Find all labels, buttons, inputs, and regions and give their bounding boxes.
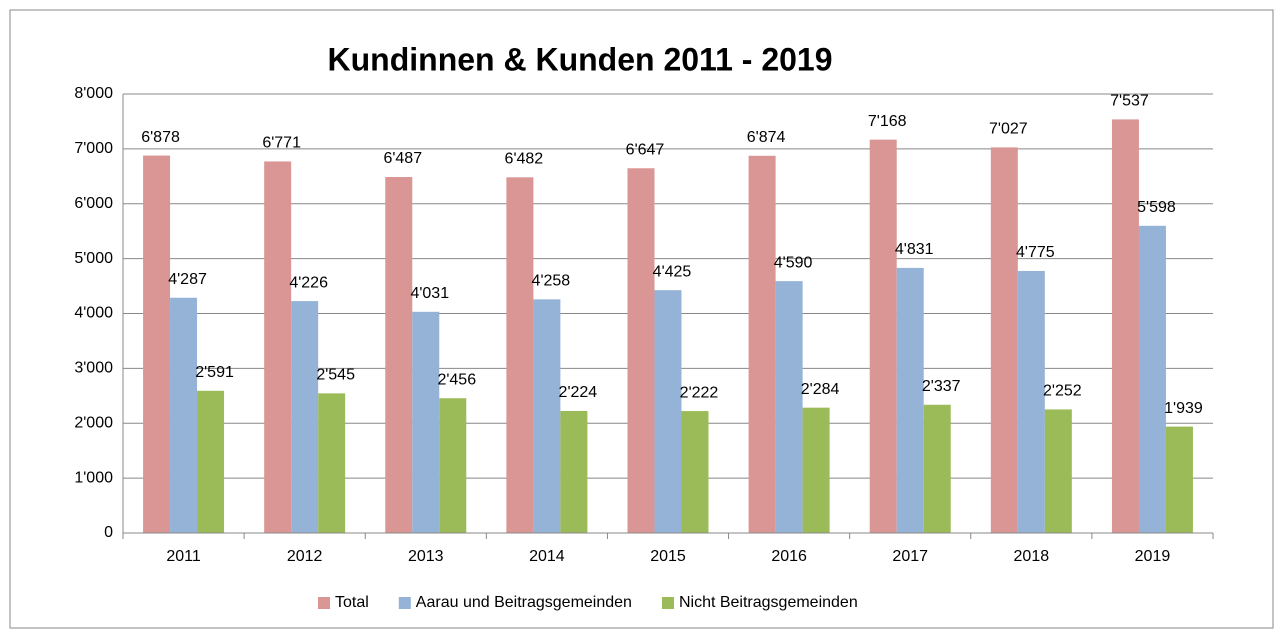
data-label: 4'775 xyxy=(1016,244,1055,261)
data-label: 2'224 xyxy=(559,384,598,401)
y-tick-label: 2'000 xyxy=(74,414,113,431)
y-tick-label: 1'000 xyxy=(74,469,113,486)
bar xyxy=(533,299,561,533)
x-tick-label: 2018 xyxy=(1014,548,1050,565)
legend-label: Aarau und Beitragsgemeinden xyxy=(416,594,632,611)
bar xyxy=(748,155,776,533)
x-tick-label: 2012 xyxy=(287,548,323,565)
y-tick-label: 8'000 xyxy=(74,85,113,102)
legend-label: Total xyxy=(335,594,369,611)
data-label: 4'031 xyxy=(410,285,449,302)
data-label: 6'878 xyxy=(141,129,180,146)
bar xyxy=(264,161,292,533)
bar xyxy=(291,301,319,533)
bar xyxy=(627,168,655,533)
data-label: 2'284 xyxy=(801,381,840,398)
y-tick-label: 5'000 xyxy=(74,250,113,267)
legend-swatch xyxy=(661,597,674,609)
y-tick-label: 3'000 xyxy=(74,360,113,377)
x-tick-label: 2013 xyxy=(408,548,444,565)
data-label: 6'487 xyxy=(383,150,422,167)
data-label: 7'537 xyxy=(1110,93,1149,110)
data-label: 2'252 xyxy=(1043,383,1082,400)
bar xyxy=(654,290,682,533)
bar xyxy=(1165,426,1193,533)
bar xyxy=(775,281,803,533)
bar xyxy=(385,177,413,533)
data-label: 4'287 xyxy=(168,271,207,288)
bar xyxy=(506,177,534,534)
y-tick-label: 6'000 xyxy=(74,195,113,212)
data-label: 7'168 xyxy=(868,113,907,130)
bar xyxy=(143,155,171,533)
data-label: 2'222 xyxy=(680,384,719,401)
x-tick-label: 2017 xyxy=(892,548,928,565)
data-label: 6'647 xyxy=(626,141,665,158)
bar xyxy=(1111,119,1139,533)
data-label: 4'831 xyxy=(895,241,934,258)
x-tick-label: 2019 xyxy=(1135,548,1171,565)
legend-swatch xyxy=(398,597,411,609)
bar xyxy=(869,139,897,533)
x-tick-label: 2016 xyxy=(771,548,807,565)
data-label: 2'591 xyxy=(195,364,234,381)
x-tick-label: 2014 xyxy=(529,548,565,565)
x-tick-label: 2011 xyxy=(166,548,201,565)
bar xyxy=(896,267,924,533)
y-tick-label: 7'000 xyxy=(74,140,113,157)
data-label: 2'545 xyxy=(316,367,355,384)
data-label: 4'425 xyxy=(653,263,692,280)
data-label: 4'590 xyxy=(774,254,813,271)
data-label: 6'482 xyxy=(505,151,544,168)
chart-title: Kundinnen & Kunden 2011 - 2019 xyxy=(328,41,833,77)
bar xyxy=(560,410,588,533)
bar xyxy=(170,297,198,533)
bar xyxy=(412,311,440,533)
y-tick-label: 4'000 xyxy=(74,305,113,322)
data-label: 2'456 xyxy=(437,371,476,388)
data-label: 7'027 xyxy=(989,121,1028,138)
x-tick-label: 2015 xyxy=(650,548,686,565)
bar xyxy=(1017,270,1045,533)
bar xyxy=(1044,409,1072,533)
legend-label: Nicht Beitragsgemeinden xyxy=(679,594,858,611)
y-tick-label: 0 xyxy=(104,524,113,541)
data-label: 1'939 xyxy=(1164,400,1203,417)
bar xyxy=(681,411,709,533)
data-label: 2'337 xyxy=(922,378,961,395)
bar xyxy=(197,390,225,533)
data-label: 4'226 xyxy=(289,274,328,291)
data-label: 6'771 xyxy=(262,135,301,152)
legend-swatch xyxy=(318,597,330,609)
bar xyxy=(439,398,467,533)
bar xyxy=(802,407,830,533)
data-label: 6'874 xyxy=(747,129,786,146)
bar xyxy=(1138,225,1166,533)
data-label: 4'258 xyxy=(532,273,571,290)
bar xyxy=(990,147,1018,533)
bar xyxy=(923,404,951,533)
bar xyxy=(318,393,346,533)
data-label: 5'598 xyxy=(1137,199,1176,216)
